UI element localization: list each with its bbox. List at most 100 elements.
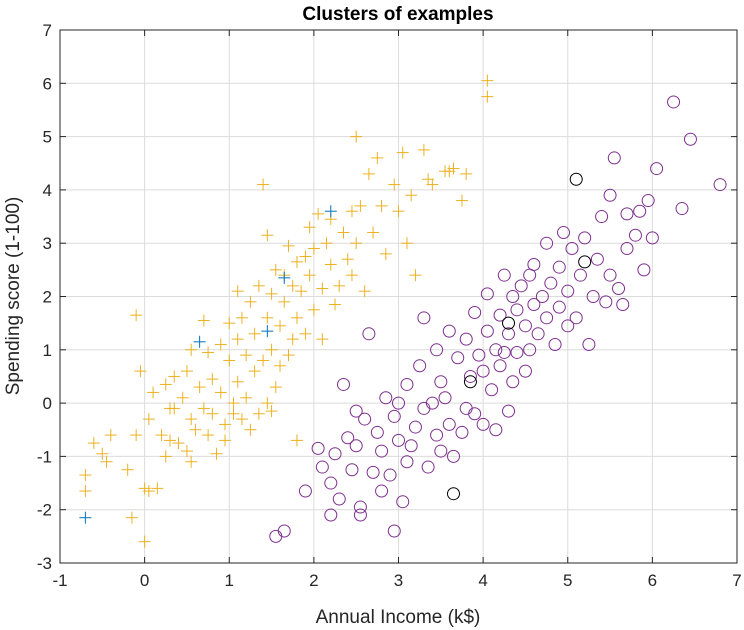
data-point-plus bbox=[240, 349, 253, 362]
data-point-plus bbox=[350, 130, 363, 143]
data-point-plus bbox=[409, 269, 422, 282]
data-point-plus bbox=[172, 437, 185, 450]
data-point-plus bbox=[231, 285, 244, 298]
data-point-circle bbox=[315, 460, 329, 474]
data-point-circle bbox=[548, 337, 562, 351]
data-point-circle bbox=[612, 282, 626, 296]
data-point-plus bbox=[350, 237, 363, 250]
data-point-plus bbox=[257, 354, 270, 367]
data-point-plus bbox=[130, 429, 143, 442]
y-tick-label: 7 bbox=[43, 21, 52, 40]
data-point-plus bbox=[396, 146, 409, 159]
data-point-plus bbox=[345, 205, 358, 218]
data-point-circle bbox=[455, 425, 469, 439]
data-point-plus bbox=[282, 349, 295, 362]
data-point-circle bbox=[430, 428, 444, 442]
data-point-circle bbox=[353, 500, 367, 514]
data-point-plus bbox=[286, 279, 299, 292]
data-point-circle bbox=[561, 284, 575, 298]
data-point-circle bbox=[404, 439, 418, 453]
data-point-circle bbox=[408, 420, 422, 434]
data-point-circle bbox=[430, 343, 444, 357]
x-tick-label: 2 bbox=[309, 571, 318, 590]
data-point-plus bbox=[235, 311, 248, 324]
data-point-circle bbox=[595, 210, 609, 224]
data-point-plus bbox=[125, 511, 138, 524]
data-point-plus bbox=[219, 434, 232, 447]
data-point-plus bbox=[202, 429, 215, 442]
data-point-plus bbox=[333, 279, 346, 292]
data-point-circle bbox=[493, 308, 507, 322]
data-point-plus bbox=[202, 346, 215, 359]
data-point-plus bbox=[96, 447, 109, 460]
data-point-circle bbox=[527, 297, 541, 311]
data-point-plus bbox=[142, 485, 155, 498]
data-point-circle bbox=[328, 447, 342, 461]
data-point-plus bbox=[290, 311, 303, 324]
data-point-circle bbox=[607, 151, 621, 165]
data-point-circle bbox=[476, 417, 490, 431]
data-point-plus bbox=[142, 413, 155, 426]
data-point-circle bbox=[713, 178, 727, 192]
data-point-circle bbox=[540, 311, 554, 325]
data-point-circle bbox=[544, 276, 558, 290]
data-point-plus bbox=[345, 269, 358, 282]
data-point-circle bbox=[417, 311, 431, 325]
data-point-plus bbox=[269, 263, 282, 276]
data-point-circle bbox=[417, 401, 431, 415]
data-point-circle bbox=[683, 132, 697, 146]
data-point-circle bbox=[463, 375, 477, 389]
data-point-circle bbox=[358, 412, 372, 426]
data-point-circle bbox=[573, 268, 587, 282]
data-point-circle bbox=[277, 524, 291, 538]
data-point-circle bbox=[599, 295, 613, 309]
data-points bbox=[79, 74, 727, 548]
data-point-plus bbox=[481, 90, 494, 103]
data-point-plus bbox=[223, 317, 236, 330]
data-point-plus bbox=[269, 381, 282, 394]
grid-lines bbox=[59, 29, 738, 564]
data-point-plus bbox=[375, 199, 388, 212]
data-point-circle bbox=[586, 290, 600, 303]
data-point-circle bbox=[502, 316, 516, 330]
data-point-plus bbox=[417, 143, 430, 156]
data-point-circle bbox=[616, 297, 630, 311]
data-point-plus bbox=[248, 327, 261, 340]
data-point-plus bbox=[138, 535, 151, 548]
data-point-circle bbox=[540, 236, 554, 250]
data-point-circle bbox=[667, 95, 681, 109]
data-point-plus bbox=[324, 258, 337, 271]
data-point-plus bbox=[197, 314, 210, 327]
data-point-circle bbox=[269, 529, 283, 543]
data-point-plus bbox=[278, 295, 291, 308]
data-point-circle bbox=[324, 508, 338, 522]
data-point-plus bbox=[155, 429, 168, 442]
data-point-plus bbox=[121, 463, 134, 476]
data-point-plus bbox=[261, 229, 274, 242]
data-point-plus bbox=[100, 455, 113, 468]
data-point-circle bbox=[489, 423, 503, 437]
data-point-plus bbox=[261, 311, 274, 324]
y-axis-label: Spending score (1-100) bbox=[3, 197, 24, 396]
data-point-plus bbox=[261, 397, 274, 410]
x-tick-label: 0 bbox=[140, 571, 149, 590]
data-point-circle bbox=[582, 337, 596, 351]
x-tick-label: 7 bbox=[732, 571, 741, 590]
data-point-plus bbox=[312, 207, 325, 220]
data-point-plus bbox=[329, 298, 342, 311]
data-point-plus bbox=[214, 338, 227, 351]
data-point-plus bbox=[176, 391, 189, 404]
data-point-plus bbox=[193, 335, 206, 348]
data-point-plus bbox=[299, 327, 312, 340]
data-point-circle bbox=[400, 455, 414, 469]
data-point-circle bbox=[531, 327, 545, 341]
data-point-circle bbox=[510, 303, 524, 317]
data-point-circle bbox=[480, 324, 494, 338]
data-point-circle bbox=[535, 290, 549, 303]
data-point-plus bbox=[307, 242, 320, 255]
y-tick-label: 0 bbox=[43, 394, 52, 413]
data-point-plus bbox=[290, 434, 303, 447]
data-point-circle bbox=[518, 364, 532, 378]
data-point-plus bbox=[227, 407, 240, 420]
data-point-circle bbox=[502, 404, 516, 418]
